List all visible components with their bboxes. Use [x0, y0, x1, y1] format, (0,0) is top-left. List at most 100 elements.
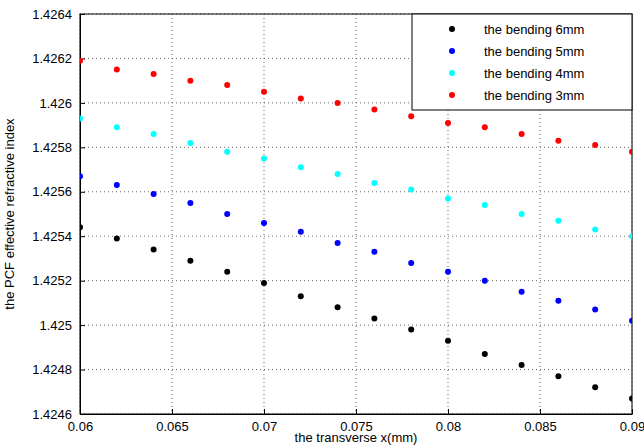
grid-line	[80, 191, 632, 192]
point	[187, 78, 193, 84]
legend-marker	[449, 48, 455, 54]
point	[298, 164, 304, 170]
grid-line	[80, 147, 632, 148]
tick-label: 1.4258	[32, 140, 72, 155]
tick: 1.4258	[32, 140, 85, 155]
tick-label: 1.4256	[32, 184, 72, 199]
tick: 1.426	[39, 96, 85, 111]
point	[629, 233, 632, 239]
point	[629, 149, 632, 155]
point	[298, 229, 304, 235]
grid	[80, 14, 632, 414]
legend-marker	[449, 92, 455, 98]
point	[519, 289, 525, 295]
point	[592, 384, 598, 390]
point	[408, 187, 414, 193]
point	[592, 142, 598, 148]
point	[187, 200, 193, 206]
tick-label: 1.4254	[32, 229, 72, 244]
tick-mark	[80, 147, 85, 148]
point	[261, 220, 267, 226]
grid-line	[264, 14, 265, 414]
tick-label: 0.08	[436, 419, 461, 434]
point	[114, 67, 120, 73]
plot: 0.060.0650.070.0750.080.0850.091.42461.4…	[32, 7, 644, 435]
tick-label: 0.085	[524, 419, 557, 434]
plot-frame	[80, 14, 632, 414]
point	[445, 338, 451, 344]
point	[445, 269, 451, 275]
tick-mark	[264, 409, 265, 414]
tick: 1.425	[39, 318, 85, 333]
point	[592, 227, 598, 233]
tick: 0.085	[524, 409, 557, 434]
point	[224, 269, 230, 275]
tick-mark	[80, 370, 85, 371]
point	[335, 240, 341, 246]
grid-line	[80, 236, 632, 237]
tick-label: 0.065	[156, 419, 189, 434]
point	[151, 191, 157, 197]
legend-marker	[449, 26, 455, 32]
point	[151, 247, 157, 253]
chart: 0.060.0650.070.0750.080.0850.091.42461.4…	[0, 0, 644, 446]
grid-line	[172, 14, 173, 414]
point	[80, 173, 83, 179]
legend-label: the bending 5mm	[484, 44, 584, 59]
point	[408, 327, 414, 333]
tick: 0.065	[156, 409, 189, 434]
point	[224, 211, 230, 217]
point	[482, 278, 488, 284]
tick: 1.4256	[32, 184, 85, 199]
plot-background	[80, 14, 632, 414]
tick-mark	[172, 409, 173, 414]
series	[80, 224, 632, 401]
point	[629, 318, 632, 324]
tick: 1.4248	[32, 362, 85, 377]
point	[445, 195, 451, 201]
tick-label: 1.426	[39, 96, 72, 111]
legend-label: the bending 3mm	[484, 88, 584, 103]
point	[298, 95, 304, 101]
tick-label: 1.4246	[32, 407, 72, 422]
point	[555, 218, 561, 224]
point	[261, 89, 267, 95]
series	[80, 173, 632, 323]
point	[519, 211, 525, 217]
tick: 1.4262	[32, 51, 85, 66]
tick-label: 1.4252	[32, 273, 72, 288]
tick-mark	[80, 281, 85, 282]
tick-label: 0.09	[620, 419, 644, 434]
point	[114, 182, 120, 188]
legend-marker	[449, 70, 455, 76]
grid-line	[80, 325, 632, 326]
point	[371, 315, 377, 321]
point	[371, 249, 377, 255]
legend-label: the bending 4mm	[484, 66, 584, 81]
point	[592, 307, 598, 313]
grid-line	[80, 369, 632, 370]
y-axis: 1.4246 1.4248 1.425 1.4252 1.4254 1.4256 1.425…	[32, 7, 85, 422]
point	[151, 71, 157, 77]
y-axis-title: the PCF effective refractive index	[2, 118, 17, 310]
point	[445, 120, 451, 126]
point	[261, 155, 267, 161]
point	[482, 351, 488, 357]
tick-label: 1.4248	[32, 362, 72, 377]
series	[80, 115, 632, 239]
point	[80, 224, 83, 230]
point	[482, 124, 488, 130]
grid-line	[356, 14, 357, 414]
point	[482, 202, 488, 208]
tick: 1.4252	[32, 273, 85, 288]
point	[371, 107, 377, 113]
tick: 1.4254	[32, 229, 85, 244]
tick-mark	[356, 409, 357, 414]
tick: 0.08	[436, 409, 461, 434]
point	[335, 304, 341, 310]
tick-mark	[448, 409, 449, 414]
legend: the bending 6mmthe bending 5mmthe bendin…	[412, 14, 632, 110]
tick-mark	[80, 192, 85, 193]
tick-mark	[80, 103, 85, 104]
tick: 1.4264	[32, 7, 85, 22]
